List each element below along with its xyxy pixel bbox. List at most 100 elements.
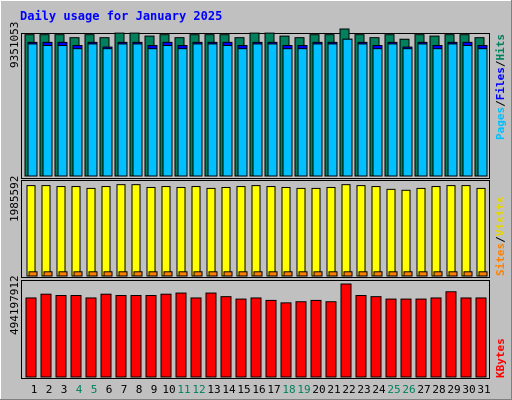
visits-bar [356, 185, 366, 277]
day-label: 1 [31, 383, 38, 396]
kbytes-bar [145, 295, 157, 378]
visits-bar [416, 187, 426, 277]
kbytes-bar [250, 297, 262, 378]
sites-bar [58, 271, 68, 277]
pages-bar [432, 48, 443, 177]
visits-bar [191, 186, 201, 277]
kbytes-bar [235, 298, 247, 378]
visits-bar [116, 184, 126, 277]
legend-separator: / [494, 60, 507, 67]
visits-bar [101, 186, 111, 277]
pages-bar [252, 43, 263, 177]
pages-bar [132, 43, 143, 177]
kbytes-bar [100, 293, 112, 378]
kbytes-bar [355, 295, 367, 378]
visits-bar [341, 184, 351, 277]
day-label: 21 [327, 383, 340, 396]
sites-bar [253, 271, 263, 277]
pages-bar [192, 43, 203, 177]
hits-max-label: 9351053 [8, 22, 21, 68]
day-label: 22 [342, 383, 355, 396]
pages-bar [282, 48, 293, 177]
visits-max-label: 1985592 [8, 176, 21, 222]
visits-bar [266, 186, 276, 277]
pages-bar [162, 45, 173, 177]
visits-bar [146, 186, 156, 277]
visits-panel-frame [21, 180, 490, 278]
sites-bar [463, 271, 473, 277]
visits-bar [431, 186, 441, 277]
pages-bar [222, 45, 233, 177]
sites-bar [28, 271, 38, 277]
day-label: 9 [151, 383, 158, 396]
legend-separator: / [494, 100, 507, 107]
visits-bar [386, 188, 396, 277]
pages-bar [462, 45, 473, 177]
sites-bar [283, 271, 293, 277]
day-label: 29 [447, 383, 460, 396]
day-label: 17 [267, 383, 280, 396]
day-label: 13 [207, 383, 220, 396]
visits-bar [461, 185, 471, 277]
day-label: 27 [417, 383, 430, 396]
kbytes-bar [310, 299, 322, 378]
day-label: 16 [252, 383, 265, 396]
kbytes-bar [325, 301, 337, 378]
pages-bar [372, 48, 383, 177]
pages-bar [267, 43, 278, 177]
hits-panel-legend: Pages/Files/Hits [494, 34, 507, 140]
visits-bar [71, 186, 81, 277]
kbytes-bar [430, 297, 442, 378]
visits-bar [131, 184, 141, 277]
day-label: 18 [282, 383, 295, 396]
chart-title: Daily usage for January 2025 [20, 9, 222, 23]
legend-visits: Visits [494, 197, 507, 237]
visits-bar [446, 185, 456, 277]
kbytes-bar [220, 296, 232, 378]
legend-files: Files [494, 67, 507, 100]
visits-bar [86, 187, 96, 277]
legend-kbytes: KBytes [494, 338, 507, 378]
visits-bar [161, 186, 171, 277]
day-label: 23 [357, 383, 370, 396]
sites-bar [313, 271, 323, 277]
sites-bar [358, 271, 368, 277]
sites-bar [118, 271, 128, 277]
visits-bar [371, 186, 381, 277]
visits-bar [221, 186, 231, 277]
pages-bar [207, 43, 218, 177]
pages-bar [117, 43, 128, 177]
sites-bar [388, 271, 398, 277]
kbytes-bar [205, 292, 217, 378]
sites-bar [133, 271, 143, 277]
day-label: 19 [297, 383, 310, 396]
day-label: 3 [61, 383, 68, 396]
day-label: 4 [76, 383, 83, 396]
sites-bar [148, 271, 158, 277]
visits-bar [176, 186, 186, 277]
pages-bar [27, 43, 38, 177]
day-label: 15 [237, 383, 250, 396]
pages-bar [102, 48, 113, 177]
legend-hits: Hits [494, 34, 507, 61]
sites-bar [208, 271, 218, 277]
visits-bar [401, 189, 411, 277]
pages-bar [237, 48, 248, 177]
sites-bar [373, 271, 383, 277]
pages-bar [387, 43, 398, 177]
pages-bar [177, 48, 188, 177]
sites-bar [73, 271, 83, 277]
sites-bar [223, 271, 233, 277]
day-label: 2 [46, 383, 53, 396]
sites-bar [418, 271, 428, 277]
pages-bar [297, 48, 308, 177]
day-label: 7 [121, 383, 128, 396]
pages-bar [72, 48, 83, 177]
visits-bar [296, 187, 306, 277]
kbytes-panel-bars [25, 283, 487, 378]
legend-sites: Sites [494, 243, 507, 276]
pages-bar [447, 43, 458, 177]
kbytes-bar [25, 297, 37, 378]
sites-bar [43, 271, 53, 277]
